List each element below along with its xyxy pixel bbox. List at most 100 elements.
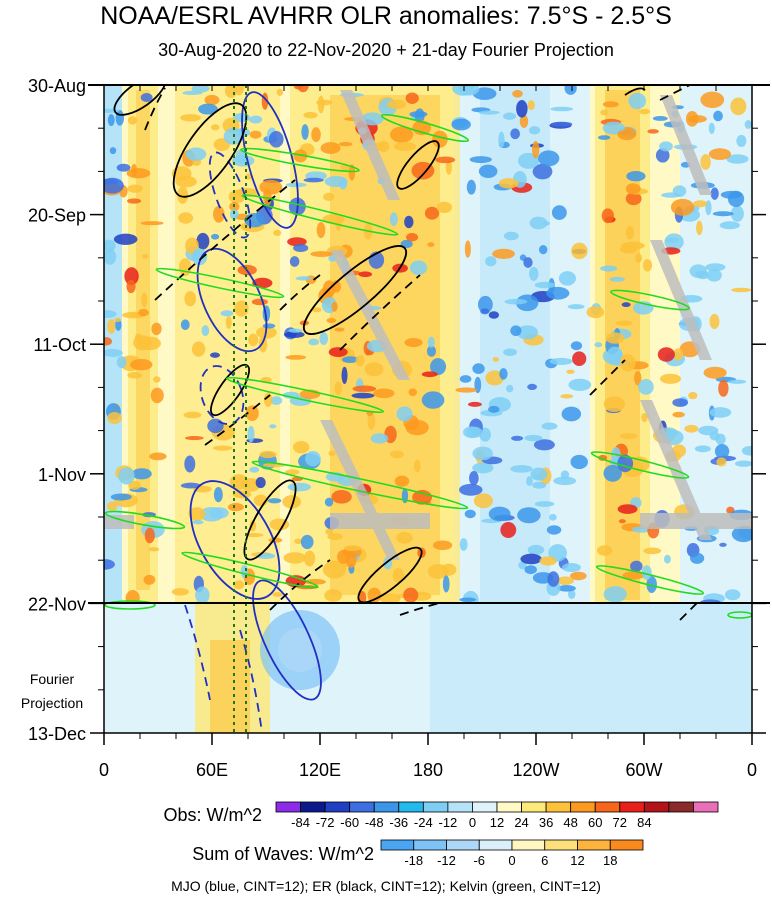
anomaly-cell xyxy=(293,243,309,253)
anomaly-cell xyxy=(516,325,539,340)
anomaly-cell xyxy=(685,110,699,127)
y-tick-label: 13-Dec xyxy=(28,724,86,744)
anomaly-cell xyxy=(570,341,583,351)
anomaly-cell xyxy=(408,388,418,397)
wave-contours xyxy=(104,85,752,733)
x-tick-label: 0 xyxy=(747,760,757,780)
anomaly-cell xyxy=(389,126,414,143)
colorbar-label: 36 xyxy=(539,815,553,830)
anomaly-cell xyxy=(153,376,161,383)
anomaly-cell xyxy=(115,318,122,331)
anomaly-cell xyxy=(285,354,307,360)
anomaly-cell xyxy=(327,533,343,541)
obs-legend-label: Obs: W/m^2 xyxy=(164,805,262,825)
anomaly-cell xyxy=(549,357,573,365)
anomaly-cell xyxy=(469,156,492,164)
anomaly-cell xyxy=(435,156,456,164)
anomaly-cell xyxy=(468,401,482,407)
anomaly-cell xyxy=(741,445,752,456)
colorbar-swatch xyxy=(496,801,522,813)
anomaly-cell xyxy=(334,327,345,332)
anomaly-cell xyxy=(414,459,421,473)
anomaly-cell xyxy=(564,85,577,95)
anomaly-cell xyxy=(305,451,321,467)
anomaly-cell xyxy=(641,565,652,580)
anomaly-cell xyxy=(478,110,500,115)
anomaly-cell xyxy=(404,215,414,229)
anomaly-cell xyxy=(424,206,440,220)
anomaly-cell xyxy=(713,110,723,122)
colorbar-label: -24 xyxy=(414,815,433,830)
colorbar-label: -84 xyxy=(291,815,310,830)
anomaly-cell xyxy=(138,308,149,317)
anomaly-cell xyxy=(389,212,398,227)
anomaly-cell xyxy=(694,445,711,453)
anomaly-cell xyxy=(455,387,478,393)
anomaly-cell xyxy=(603,464,622,482)
anomaly-cell xyxy=(104,177,124,194)
anomaly-cell xyxy=(485,256,497,267)
anomaly-cell xyxy=(262,323,276,329)
anomaly-cell xyxy=(643,547,662,555)
anomaly-cell xyxy=(524,565,537,575)
anomaly-cell xyxy=(561,406,582,422)
anomaly-cell xyxy=(534,501,555,507)
anomaly-cell xyxy=(126,168,151,179)
colorbar-swatch xyxy=(668,801,694,813)
colorbar-label: -12 xyxy=(438,815,457,830)
anomaly-cell xyxy=(115,110,125,126)
anomaly-cell xyxy=(127,184,143,193)
anomaly-cell xyxy=(698,425,719,436)
anomaly-cell xyxy=(700,154,711,170)
anomaly-cell xyxy=(517,507,541,524)
anomaly-cell xyxy=(289,256,300,267)
obs-colorbar: -84 -72 -60 -48 -36 -24 -12 0 12 24 36 48 60 72 84 xyxy=(275,801,719,830)
colorbar-swatch xyxy=(594,801,621,813)
anomaly-cell xyxy=(472,446,493,461)
colorbar-label: 72 xyxy=(613,815,627,830)
anomaly-cell xyxy=(625,225,635,240)
anomaly-cell xyxy=(603,586,627,603)
anomaly-cell xyxy=(303,550,316,567)
anomaly-cell xyxy=(244,213,265,228)
anomaly-cell xyxy=(320,142,341,154)
anomaly-cell xyxy=(539,556,557,566)
colorbar-swatch xyxy=(472,801,498,813)
anomaly-cell xyxy=(716,457,727,467)
anomaly-cell xyxy=(533,439,555,451)
colorbar-label: -18 xyxy=(404,853,423,868)
anomaly-cell xyxy=(140,92,153,102)
anomaly-cell xyxy=(210,233,220,240)
anomaly-cell xyxy=(142,253,149,259)
anomaly-cell xyxy=(379,593,401,603)
anomaly-cell xyxy=(527,100,535,111)
anomaly-cell xyxy=(510,465,533,473)
anomaly-cell xyxy=(566,369,575,374)
colorbar-swatch xyxy=(275,801,301,813)
anomaly-cell xyxy=(259,179,283,195)
anomaly-cell xyxy=(311,127,321,143)
anomaly-cell xyxy=(396,406,413,422)
anomaly-cell xyxy=(528,126,541,135)
anomaly-cell xyxy=(212,445,233,451)
anomaly-cell xyxy=(601,208,614,224)
anomaly-cell xyxy=(351,392,375,399)
anomaly-cell xyxy=(400,239,413,249)
anomaly-cell xyxy=(373,388,395,399)
anomaly-cell xyxy=(719,221,740,230)
anomaly-cell xyxy=(405,419,429,436)
anomaly-cell xyxy=(530,467,548,481)
anomaly-cell xyxy=(464,240,471,258)
anomaly-cell xyxy=(409,260,428,275)
anomaly-cell xyxy=(248,333,259,347)
anomaly-cell xyxy=(527,544,545,555)
anomaly-cell xyxy=(295,276,312,281)
anomaly-cell xyxy=(518,561,527,570)
anomaly-cell xyxy=(125,590,140,603)
anomaly-cell xyxy=(293,149,308,163)
mjo-contours xyxy=(184,91,322,733)
anomaly-cell xyxy=(421,371,438,378)
anomaly-cell xyxy=(255,477,266,489)
anomaly-cell xyxy=(283,331,305,339)
anomaly-cell xyxy=(534,281,556,289)
